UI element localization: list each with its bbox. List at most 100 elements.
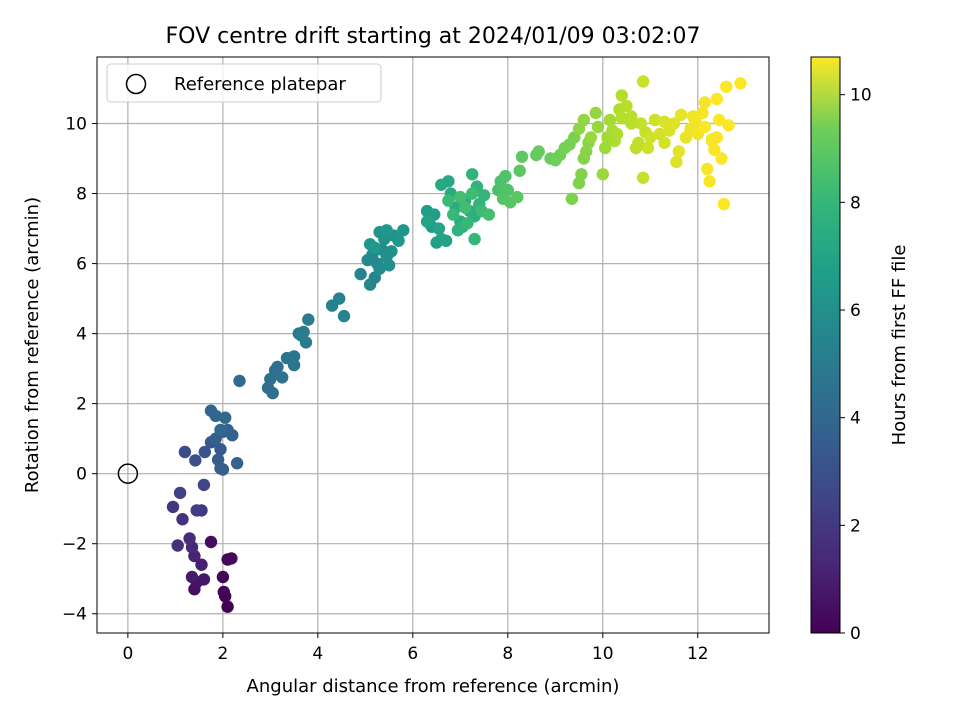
data-point bbox=[302, 313, 315, 326]
colorbar-tick-label: 8 bbox=[850, 193, 861, 213]
data-point bbox=[696, 106, 709, 120]
data-point bbox=[432, 222, 446, 235]
data-point bbox=[513, 164, 526, 177]
data-point bbox=[674, 108, 688, 122]
data-point bbox=[698, 120, 712, 134]
data-point bbox=[466, 187, 479, 200]
data-point bbox=[648, 113, 662, 127]
colorbar-tick-label: 4 bbox=[850, 409, 861, 429]
data-point bbox=[458, 201, 472, 214]
data-point bbox=[712, 113, 726, 127]
colorbar-frame bbox=[810, 56, 841, 634]
y-tick-label: −2 bbox=[62, 535, 87, 555]
data-point bbox=[532, 145, 545, 158]
data-point bbox=[392, 234, 405, 247]
plot-frame bbox=[96, 56, 770, 634]
colorbar-label: Hours from first FF file bbox=[889, 245, 910, 446]
y-tick-label: −4 bbox=[62, 605, 87, 625]
data-point bbox=[271, 360, 284, 374]
data-point bbox=[173, 486, 187, 500]
data-point bbox=[380, 224, 393, 237]
legend-box bbox=[106, 63, 382, 103]
data-point bbox=[178, 445, 192, 459]
x-tick-label: 12 bbox=[687, 644, 709, 664]
data-point bbox=[515, 150, 529, 163]
data-point bbox=[575, 168, 588, 181]
data-point bbox=[451, 224, 465, 237]
x-tick-label: 10 bbox=[592, 644, 614, 664]
data-point bbox=[461, 217, 474, 230]
data-point bbox=[190, 504, 203, 517]
data-point bbox=[596, 168, 609, 181]
data-point bbox=[599, 141, 612, 155]
data-point bbox=[720, 80, 733, 94]
data-point bbox=[225, 552, 238, 565]
data-point bbox=[420, 215, 434, 228]
data-point bbox=[636, 75, 650, 88]
colorbar-tick-label: 10 bbox=[850, 86, 872, 106]
data-point bbox=[698, 96, 712, 109]
data-point bbox=[701, 162, 714, 176]
data-point bbox=[447, 208, 460, 221]
data-point bbox=[226, 429, 239, 442]
x-tick-label: 4 bbox=[312, 644, 323, 664]
colorbar-ticks: 0 2 4 6 8 10 bbox=[840, 86, 872, 644]
reference-marker bbox=[117, 463, 139, 484]
data-point bbox=[337, 309, 351, 323]
data-point bbox=[295, 329, 308, 342]
x-tick-label: 6 bbox=[407, 644, 418, 664]
data-point bbox=[710, 92, 723, 106]
y-axis-ticks: −4 −2 0 2 4 6 8 10 bbox=[62, 115, 97, 625]
data-point bbox=[454, 190, 467, 204]
data-point bbox=[477, 189, 491, 202]
y-tick-label: 2 bbox=[76, 395, 87, 415]
colorbar-tick-label: 6 bbox=[850, 301, 861, 321]
data-point bbox=[197, 478, 211, 492]
legend: Reference platepar bbox=[106, 63, 382, 103]
data-point bbox=[189, 454, 202, 467]
data-point bbox=[722, 119, 735, 132]
y-tick-label: 6 bbox=[76, 255, 87, 275]
data-point bbox=[670, 155, 683, 169]
data-point bbox=[219, 411, 232, 424]
data-point bbox=[442, 194, 455, 207]
data-point bbox=[577, 113, 590, 127]
data-point bbox=[625, 117, 638, 130]
data-point bbox=[715, 152, 728, 165]
colorbar-tick-label: 0 bbox=[850, 624, 861, 644]
data-point bbox=[221, 600, 234, 613]
data-point bbox=[214, 443, 227, 456]
data-point bbox=[734, 77, 747, 90]
data-point bbox=[287, 350, 301, 363]
data-point bbox=[195, 558, 208, 571]
data-point bbox=[368, 241, 381, 254]
data-point bbox=[482, 208, 495, 221]
data-point bbox=[166, 500, 180, 514]
data-point bbox=[686, 110, 700, 123]
data-point bbox=[705, 133, 719, 146]
data-point bbox=[620, 99, 633, 113]
data-point bbox=[634, 117, 647, 130]
data-point bbox=[216, 570, 230, 584]
data-point bbox=[333, 292, 346, 305]
x-axis-label: Angular distance from reference (arcmin) bbox=[247, 676, 620, 697]
data-point bbox=[565, 192, 579, 205]
scatter-points bbox=[166, 75, 747, 613]
data-point bbox=[442, 175, 455, 188]
data-point bbox=[385, 245, 398, 258]
data-point bbox=[197, 573, 211, 586]
data-point bbox=[615, 112, 628, 125]
data-point bbox=[603, 113, 617, 127]
legend-entry: Reference platepar bbox=[174, 74, 346, 95]
data-point bbox=[636, 171, 650, 184]
data-point bbox=[667, 117, 681, 130]
data-point bbox=[589, 106, 602, 120]
data-point bbox=[209, 409, 222, 423]
data-point bbox=[204, 535, 218, 549]
x-tick-label: 0 bbox=[122, 644, 133, 664]
data-point bbox=[276, 371, 289, 384]
colorbar-tick-label: 2 bbox=[850, 516, 861, 536]
legend-marker-icon bbox=[125, 73, 147, 95]
data-point bbox=[354, 267, 367, 281]
